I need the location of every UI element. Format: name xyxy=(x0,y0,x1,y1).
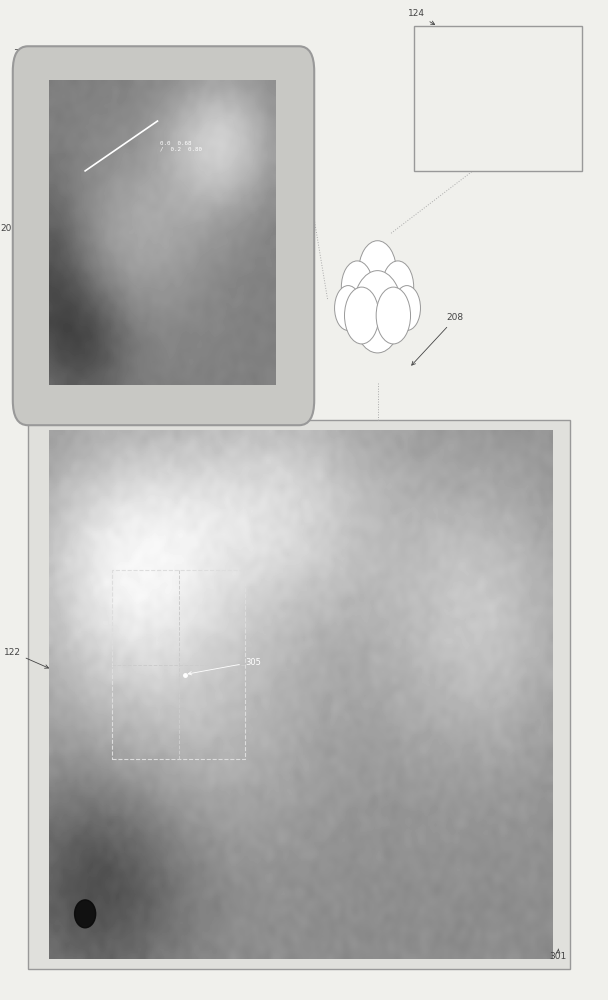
Circle shape xyxy=(353,271,402,353)
Text: 124: 124 xyxy=(408,9,435,24)
Text: 0.0  0.68
/  0.2  0.80: 0.0 0.68 / 0.2 0.80 xyxy=(161,141,202,152)
Circle shape xyxy=(345,287,379,344)
FancyBboxPatch shape xyxy=(28,420,570,969)
Circle shape xyxy=(393,286,421,330)
Text: 203: 203 xyxy=(284,359,301,387)
Circle shape xyxy=(341,261,373,313)
Text: 202: 202 xyxy=(1,224,30,235)
Ellipse shape xyxy=(75,900,95,928)
Circle shape xyxy=(382,261,413,313)
Bar xyxy=(413,26,582,171)
Text: 302: 302 xyxy=(13,49,38,73)
Circle shape xyxy=(334,286,362,330)
Text: 305: 305 xyxy=(188,658,261,675)
Text: 301: 301 xyxy=(550,949,567,961)
Bar xyxy=(112,570,245,759)
Text: 122: 122 xyxy=(4,648,49,668)
Text: 208: 208 xyxy=(412,314,464,365)
FancyBboxPatch shape xyxy=(13,46,314,425)
Circle shape xyxy=(376,287,410,344)
Circle shape xyxy=(359,241,396,304)
